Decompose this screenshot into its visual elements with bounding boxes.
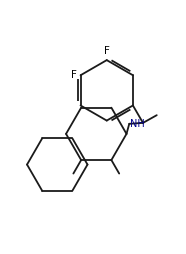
Text: F: F: [104, 46, 110, 56]
Text: NH: NH: [130, 119, 145, 129]
Text: F: F: [71, 70, 77, 80]
